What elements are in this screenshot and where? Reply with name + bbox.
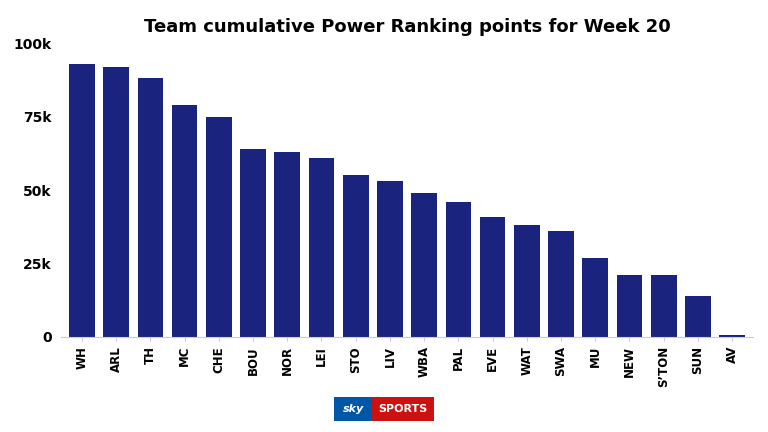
Bar [685, 296, 710, 337]
Bar [206, 117, 232, 337]
Bar [343, 175, 369, 337]
Title: Team cumulative Power Ranking points for Week 20: Team cumulative Power Ranking points for… [144, 18, 670, 36]
Bar [274, 152, 300, 337]
Bar [720, 336, 745, 337]
Bar [377, 181, 402, 337]
Text: SPORTS: SPORTS [379, 404, 428, 414]
Bar [548, 231, 574, 337]
Text: sky: sky [343, 404, 364, 414]
Bar [617, 275, 642, 337]
Bar [514, 226, 540, 337]
Bar [650, 275, 677, 337]
Bar [137, 79, 164, 337]
Bar [309, 158, 334, 337]
Bar [172, 105, 197, 337]
Bar [582, 257, 608, 337]
Bar [69, 64, 94, 337]
Bar [104, 67, 129, 337]
Bar [412, 193, 437, 337]
Bar [445, 202, 472, 337]
Bar [480, 216, 505, 337]
Bar [240, 149, 266, 337]
